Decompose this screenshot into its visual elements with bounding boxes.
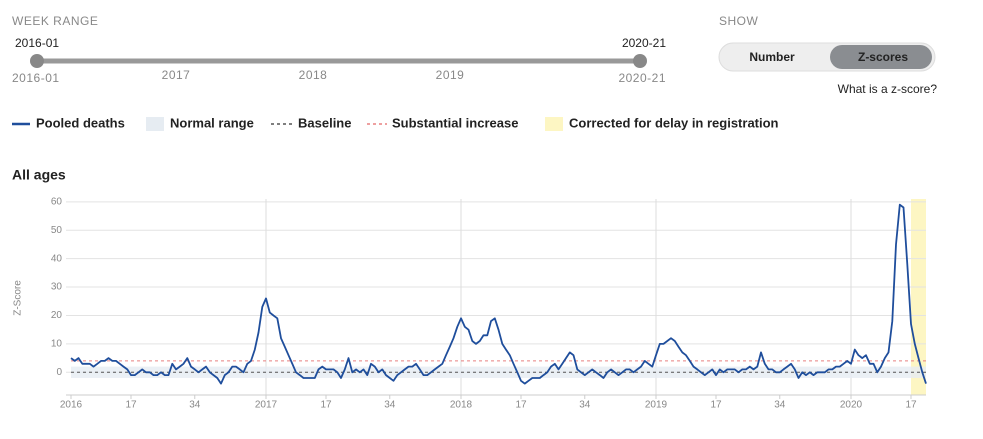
x-tick-label: 17: [905, 400, 917, 411]
legend-label: Pooled deaths: [36, 115, 125, 130]
x-tick-label: 34: [579, 400, 591, 411]
y-tick-label: 50: [51, 225, 63, 236]
x-tick-label: 34: [384, 400, 396, 411]
slider-year: 2017: [162, 68, 191, 82]
legend-label: Substantial increase: [392, 115, 518, 130]
slider-handle-end[interactable]: [633, 54, 647, 68]
legend-swatch: [545, 117, 563, 131]
toggle-option[interactable]: Z-scores: [858, 50, 908, 64]
x-tick-label: 34: [189, 400, 201, 411]
range-max: 2020-21: [618, 71, 666, 85]
y-tick-label: 10: [51, 339, 63, 350]
range-start: 2016-01: [15, 36, 59, 50]
x-tick-label: 2016: [60, 400, 83, 411]
legend-swatch: [146, 117, 164, 131]
chart-title: All ages: [12, 167, 66, 183]
y-tick-label: 0: [56, 367, 62, 378]
y-tick-label: 30: [51, 282, 63, 293]
x-tick-label: 2018: [450, 400, 473, 411]
range-min: 2016-01: [12, 71, 60, 85]
range-end: 2020-21: [622, 36, 666, 50]
slider-year: 2019: [436, 68, 465, 82]
y-tick-label: 20: [51, 310, 63, 321]
toggle-active: [830, 45, 932, 69]
help-link[interactable]: What is a z-score?: [838, 82, 938, 96]
slider-year: 2018: [299, 68, 328, 82]
legend-label: Baseline: [298, 115, 351, 130]
show-label: SHOW: [719, 14, 759, 28]
week-range-label: WEEK RANGE: [12, 14, 98, 28]
y-tick-label: 40: [51, 253, 63, 264]
x-tick-label: 2020: [840, 400, 863, 411]
corrected-region: [911, 199, 926, 395]
toggle-option[interactable]: Number: [749, 50, 795, 64]
slider-handle-start[interactable]: [30, 54, 44, 68]
x-tick-label: 2019: [645, 400, 668, 411]
y-axis-title: Z-Score: [13, 280, 24, 316]
legend-label: Corrected for delay in registration: [569, 115, 779, 130]
x-tick-label: 34: [774, 400, 786, 411]
x-tick-label: 2017: [255, 400, 278, 411]
x-tick-label: 17: [710, 400, 722, 411]
y-tick-label: 60: [51, 196, 63, 207]
legend-label: Normal range: [170, 115, 254, 130]
x-tick-label: 17: [320, 400, 332, 411]
x-tick-label: 17: [125, 400, 137, 411]
x-tick-label: 17: [515, 400, 527, 411]
series-line: [70, 203, 927, 385]
